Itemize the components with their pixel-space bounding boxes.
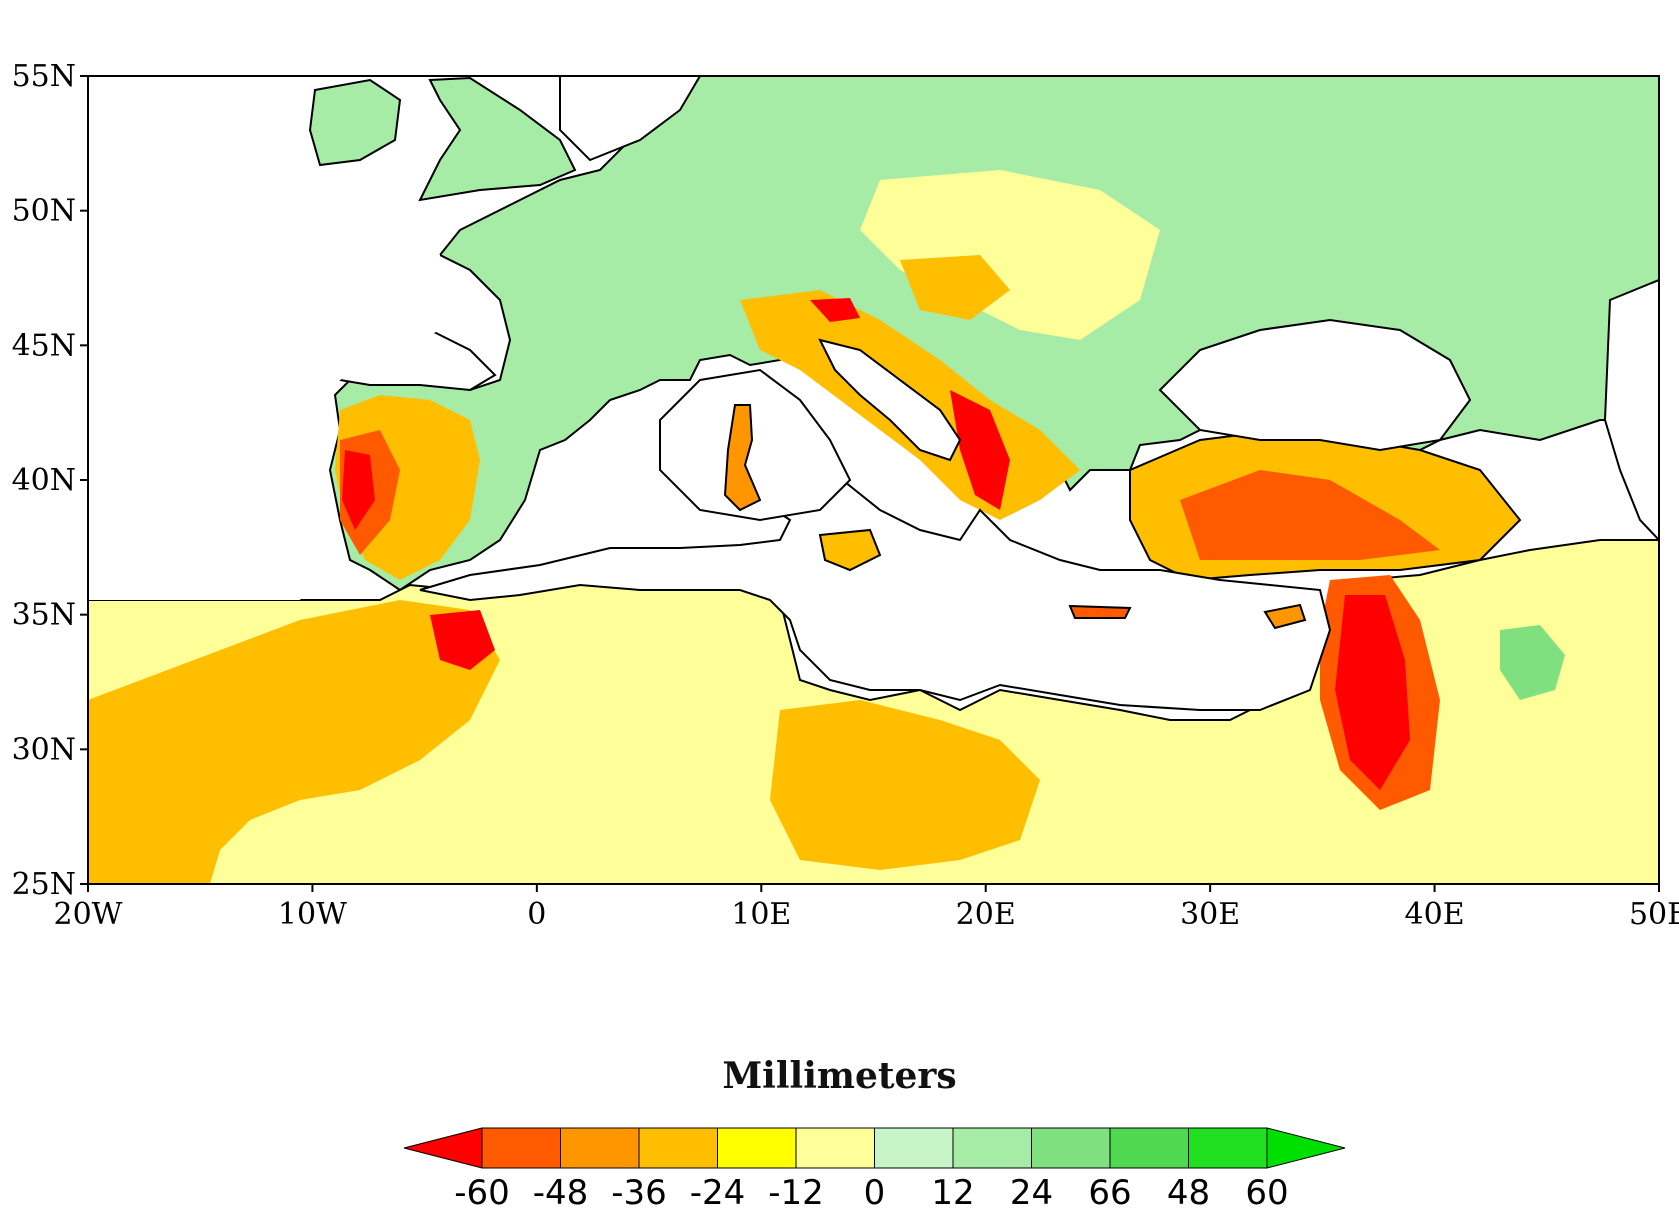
- legend-label: -24: [690, 1173, 746, 1212]
- levant-deficit-max: [1335, 595, 1410, 790]
- iraq-wet: [1500, 625, 1565, 700]
- hungary-deficit: [900, 255, 1010, 320]
- atlantic-west: [88, 76, 440, 600]
- legend-box: [638, 1127, 718, 1169]
- legend-label: 24: [1010, 1173, 1053, 1212]
- lat-tick-label: 40N: [12, 463, 76, 498]
- lon-tick-label: 30E: [1180, 897, 1240, 932]
- latitude-axis: 55N 50N 45N 40N 35N 30N 25N: [12, 59, 88, 902]
- lat-tick-label: 50N: [12, 194, 76, 229]
- legend-arrow-right: [1266, 1127, 1346, 1169]
- lon-tick-label: 20E: [956, 897, 1016, 932]
- longitude-axis: 20W 10W 0 10E 20E 30E 40E 50E: [53, 884, 1679, 932]
- legend-box: [952, 1127, 1032, 1169]
- lon-tick-label: 50E: [1629, 897, 1679, 932]
- legend-box: [1031, 1127, 1111, 1169]
- legend-box: [795, 1127, 875, 1169]
- libya-egypt-deficit: [770, 700, 1040, 870]
- legend-box: [1188, 1127, 1268, 1169]
- legend-title: Millimeters: [722, 1055, 957, 1097]
- legend-labels: -60 -48 -36 -24 -12 0 12 24 66 48 60: [454, 1173, 1288, 1212]
- legend-label: 66: [1088, 1173, 1131, 1212]
- balkan-deficit-max: [950, 390, 1010, 510]
- legend-label: -60: [454, 1173, 510, 1212]
- lat-tick-label: 35N: [12, 598, 76, 633]
- adriatic-sea: [818, 338, 962, 462]
- caspian-sea: [1603, 278, 1659, 542]
- turkey-deficit-strong: [1180, 470, 1440, 560]
- legend-box: [560, 1127, 640, 1169]
- sicily: [818, 528, 882, 572]
- legend-label: -12: [768, 1173, 824, 1212]
- black-sea: [1158, 318, 1472, 452]
- lon-tick-label: 10E: [731, 897, 791, 932]
- legend-label: 60: [1245, 1173, 1288, 1212]
- lon-tick-label: 0: [527, 897, 546, 932]
- legend-box: [1109, 1127, 1189, 1169]
- legend-label: 48: [1167, 1173, 1210, 1212]
- corsica-sardinia: [723, 404, 762, 512]
- lat-tick-label: 55N: [12, 59, 76, 94]
- legend-arrow-left: [403, 1127, 483, 1169]
- legend-label: 0: [864, 1173, 886, 1212]
- central-europe-dry: [860, 170, 1160, 340]
- map-field: [88, 76, 1659, 884]
- legend-box: [717, 1127, 797, 1169]
- tyrrhenian-sea: [659, 368, 852, 522]
- morocco-deficit-max: [430, 610, 495, 670]
- legend-box: [481, 1127, 561, 1169]
- legend-label: 12: [931, 1173, 974, 1212]
- crete: [1068, 604, 1132, 619]
- ireland: [308, 78, 402, 167]
- morocco-deficit: [88, 600, 500, 884]
- lon-tick-label: 20W: [53, 897, 122, 932]
- iberia-deficit-max: [342, 450, 375, 530]
- legend-label: -36: [611, 1173, 667, 1212]
- lat-tick-label: 25N: [12, 867, 76, 902]
- britain: [418, 76, 577, 202]
- northitaly-deficit-max: [810, 298, 860, 322]
- lat-tick-label: 45N: [12, 328, 76, 363]
- legend-boxes: [403, 1127, 1346, 1169]
- north-sea: [559, 76, 702, 162]
- lon-tick-label: 10W: [278, 897, 347, 932]
- cyprus: [1263, 603, 1307, 630]
- lon-tick-label: 40E: [1405, 897, 1465, 932]
- legend-label: -48: [533, 1173, 589, 1212]
- legend-box: [874, 1127, 954, 1169]
- lat-tick-label: 30N: [12, 732, 76, 767]
